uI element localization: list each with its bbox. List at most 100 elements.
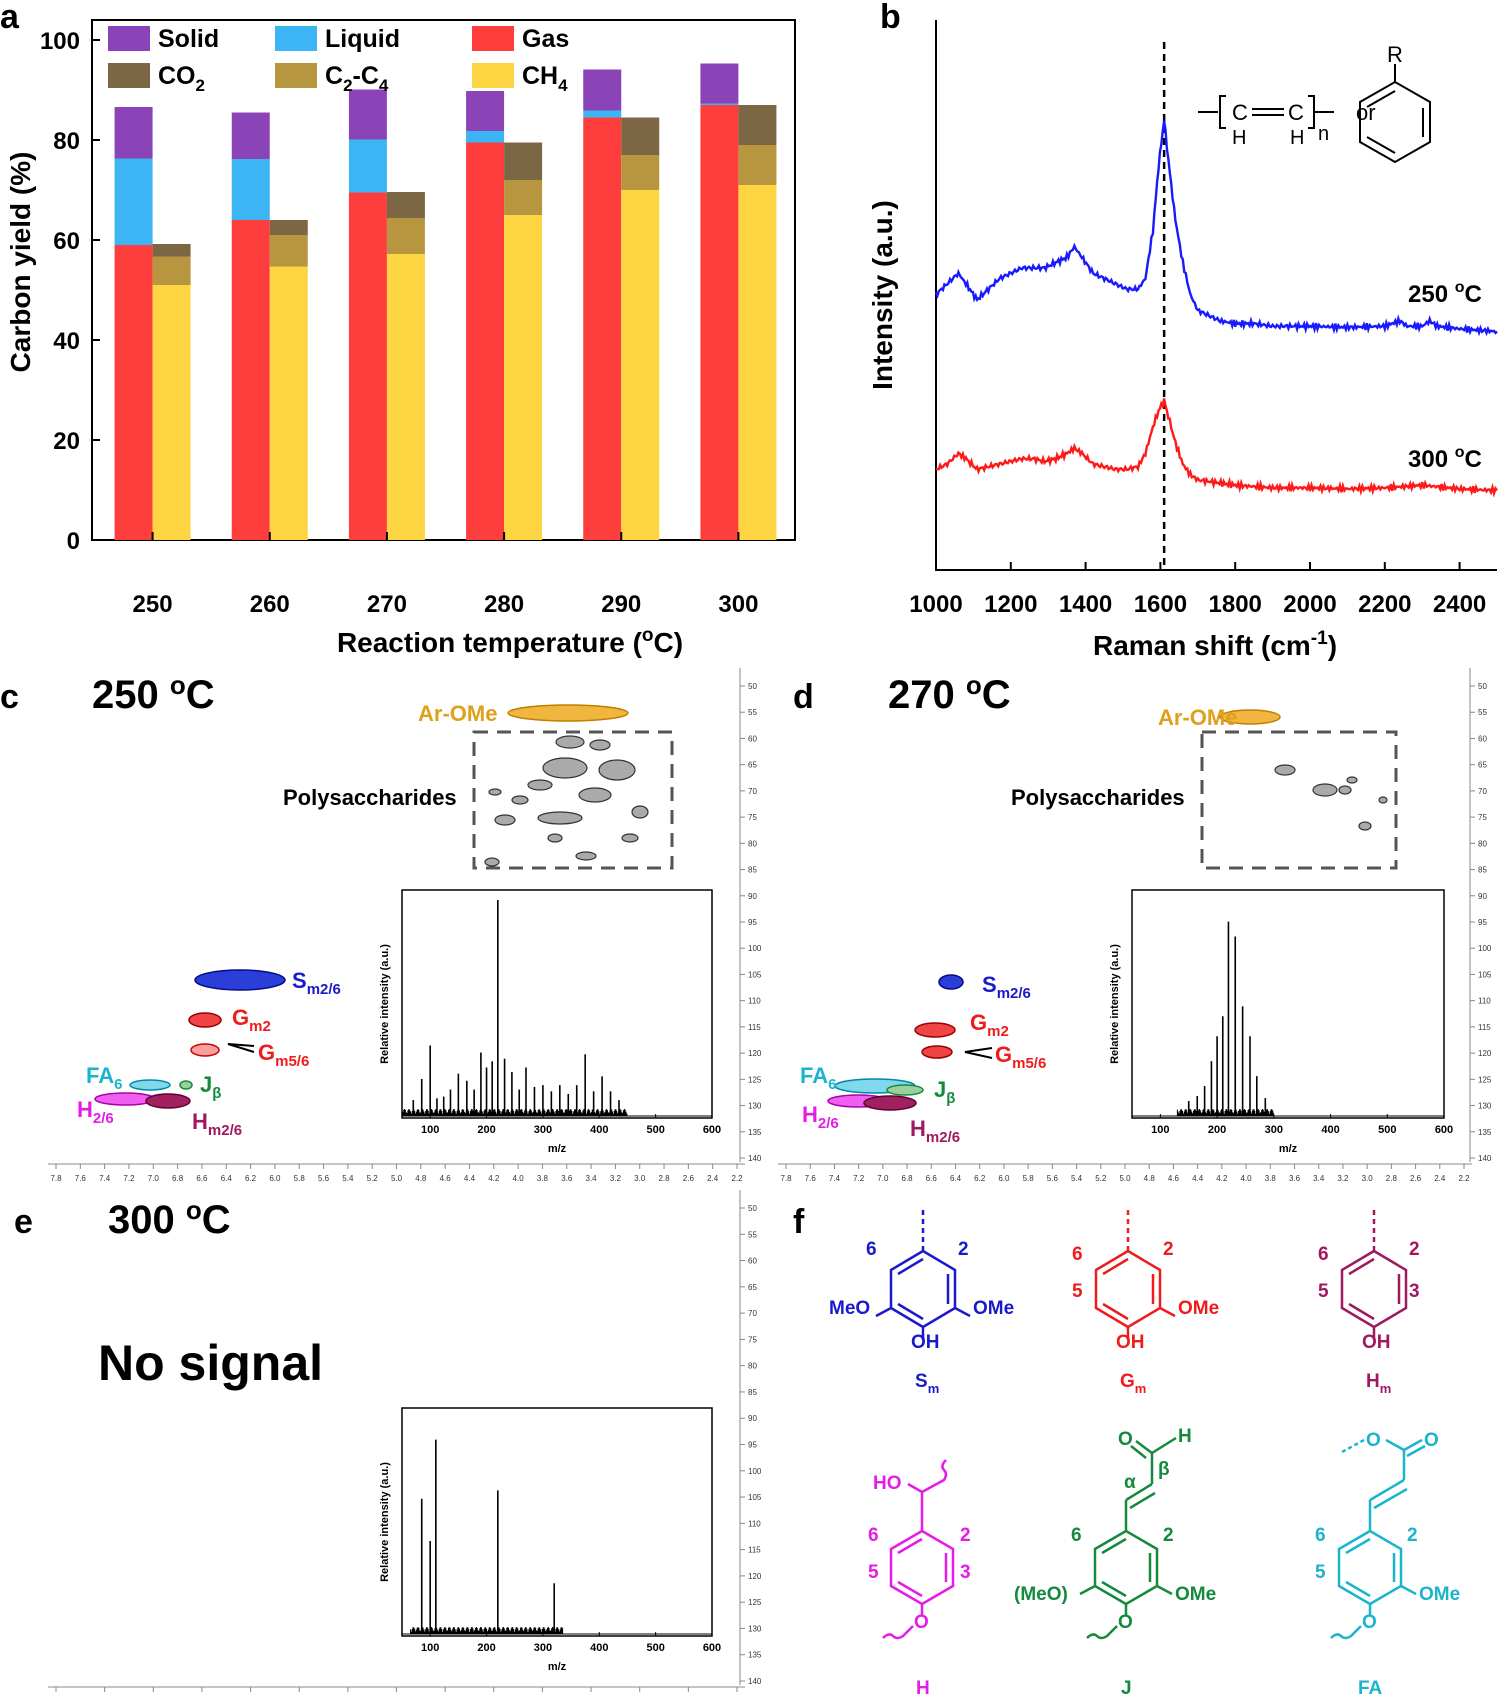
g-m-pos5: 5 xyxy=(1072,1281,1083,1302)
inset-noise xyxy=(410,1627,564,1634)
inset-x-tick-label: 500 xyxy=(1378,1124,1396,1136)
ms-inset-c: 100 200 300 400 500 600 m/z Relative intensity … xyxy=(379,889,721,1155)
legend-label: CO2 xyxy=(158,62,205,95)
nmr-c-fa6-contour xyxy=(129,1079,171,1091)
nmr-c-axes: 7.8 7.6 7.4 7.2 7.0 6.8 6.6 6.4 6.2 6.0 5.8 5.6 5.4 5… xyxy=(48,668,762,1183)
legend-swatch xyxy=(275,26,317,51)
bar-segment-gas xyxy=(114,245,153,540)
structure-j xyxy=(1079,1436,1177,1640)
nmr-c-g2-contour xyxy=(188,1012,222,1028)
g-m-name: Gm xyxy=(1120,1371,1146,1396)
nmr-d-g56-contour xyxy=(921,1045,953,1059)
raman-x-tick-label: 1200 xyxy=(984,591,1037,618)
nmr-x-tick-label: 6.4 xyxy=(221,1174,233,1183)
raman-x-tick-label: 2000 xyxy=(1283,591,1336,618)
s-m-pos2: 2 xyxy=(958,1239,969,1260)
nmr-y-tick-label: 60 xyxy=(748,1257,757,1266)
j-beta: β xyxy=(1158,1459,1170,1480)
fa-pos6: 6 xyxy=(1315,1525,1326,1546)
polyene-hydrogen-1: H xyxy=(1232,127,1246,149)
nmr-y-tick-label: 140 xyxy=(1478,1154,1492,1163)
bar-segment-ch4 xyxy=(621,190,660,540)
nmr-d-fa6-label: FA6 xyxy=(800,1063,836,1093)
nmr-c-fa6-label: FA6 xyxy=(86,1063,122,1093)
h-ether-o: O xyxy=(914,1612,929,1633)
panel-c-letter: c xyxy=(0,678,19,716)
g-m-oh: OH xyxy=(1116,1332,1145,1353)
nmr-x-tick-label: 3.2 xyxy=(610,1174,622,1183)
bar-segment-solid xyxy=(231,112,270,159)
inset-x-tick-label: 300 xyxy=(534,1124,552,1136)
bar-segment-liquid xyxy=(114,158,153,245)
nmr-y-tick-label: 110 xyxy=(1478,997,1491,1006)
legend-label: Solid xyxy=(158,25,219,53)
bar-segment-ch4 xyxy=(504,215,543,540)
nmr-y-tick-label: 120 xyxy=(748,1049,762,1058)
nmr-c-jbeta-contour xyxy=(179,1080,193,1090)
nmr-d-polysaccharide-contours xyxy=(1274,764,1388,831)
panel-d-letter: d xyxy=(793,678,814,716)
nmr-y-tick-label: 55 xyxy=(748,1230,757,1239)
bar-segment-liquid xyxy=(700,103,739,105)
bar-segment-c2-c4 xyxy=(621,155,660,190)
raman-x-tick-label: 2400 xyxy=(1433,591,1486,618)
h-m-pos3: 3 xyxy=(1409,1281,1420,1302)
x-tick-label: 270 xyxy=(367,591,407,618)
nmr-x-tick-label: 3.0 xyxy=(634,1174,646,1183)
nmr-c-jbeta-label: Jβ xyxy=(200,1072,221,1102)
bar-segment-ch4 xyxy=(386,254,425,540)
bar-segment-co2 xyxy=(152,244,191,257)
j-name: J xyxy=(1121,1678,1132,1696)
inset-x-tick-label: 200 xyxy=(477,1124,495,1136)
j-alpha: α xyxy=(1124,1472,1136,1493)
nmr-c-s26-label: Sm2/6 xyxy=(292,968,341,998)
nmr-d-g56-label: Gm5/6 xyxy=(995,1042,1046,1072)
nmr-y-tick-label: 125 xyxy=(748,1075,762,1084)
nmr-x-tick-label: 6.8 xyxy=(172,1174,184,1183)
bar-segment-liquid xyxy=(466,131,505,143)
nmr-c-polysaccharide-contours xyxy=(484,735,649,867)
bar-segment-gas xyxy=(583,117,622,540)
nmr-y-tick-label: 90 xyxy=(1478,892,1487,901)
nmr-y-tick-label: 115 xyxy=(1478,1023,1491,1032)
y-tick-label: 80 xyxy=(53,128,80,155)
y-tick-label: 60 xyxy=(53,228,80,255)
inset-x-tick-label: 400 xyxy=(590,1642,608,1654)
inset-x-label: m/z xyxy=(548,1661,567,1673)
h-pos6: 6 xyxy=(868,1525,879,1546)
s-m-name: Sm xyxy=(915,1371,939,1396)
nmr-y-tick-label: 50 xyxy=(748,682,757,691)
nmr-y-tick-label: 135 xyxy=(1478,1128,1492,1137)
nmr-x-tick-label: 6.0 xyxy=(998,1174,1010,1183)
nmr-c-g56-label: Gm5/6 xyxy=(258,1040,309,1070)
bar-segment-gas xyxy=(231,220,270,540)
g-m-pos2: 2 xyxy=(1163,1239,1174,1260)
nmr-d-arome-label: Ar-OMe xyxy=(1158,705,1237,730)
x-tick-label: 250 xyxy=(133,591,173,618)
structure-g-m xyxy=(1094,1208,1176,1340)
nmr-x-tick-label: 4.8 xyxy=(1144,1174,1156,1183)
nmr-x-tick-label: 6.6 xyxy=(926,1174,938,1183)
fa-ether-o: O xyxy=(1362,1612,1377,1633)
nmr-y-tick-label: 135 xyxy=(748,1128,762,1137)
nmr-y-tick-label: 65 xyxy=(1478,761,1487,770)
nmr-y-tick-label: 95 xyxy=(748,1441,757,1450)
fa-ester-o: O xyxy=(1366,1430,1381,1451)
bar-segment-solid xyxy=(700,63,739,104)
structure-h xyxy=(882,1459,955,1640)
g-m-ome: OMe xyxy=(1178,1298,1219,1319)
nmr-x-tick-label: 4.6 xyxy=(1168,1174,1180,1183)
bar-segment-solid xyxy=(466,91,505,131)
bar-segment-ch4 xyxy=(269,266,308,540)
nmr-x-tick-label: 2.6 xyxy=(1410,1174,1422,1183)
nmr-d-hm26-label: Hm2/6 xyxy=(910,1116,960,1146)
nmr-x-tick-label: 3.0 xyxy=(1362,1174,1374,1183)
bar-chart-bars xyxy=(114,63,777,540)
nmr-d-s26-label: Sm2/6 xyxy=(982,972,1031,1002)
nmr-y-tick-label: 105 xyxy=(748,1493,762,1502)
j-aldehyde-h: H xyxy=(1178,1426,1192,1447)
nmr-x-tick-label: 4.0 xyxy=(1241,1174,1253,1183)
nmr-d-polysaccharide-label: Polysaccharides xyxy=(1011,785,1185,810)
legend-swatch xyxy=(275,63,317,88)
bar-chart-y-label: Carbon yield (%) xyxy=(5,152,36,373)
